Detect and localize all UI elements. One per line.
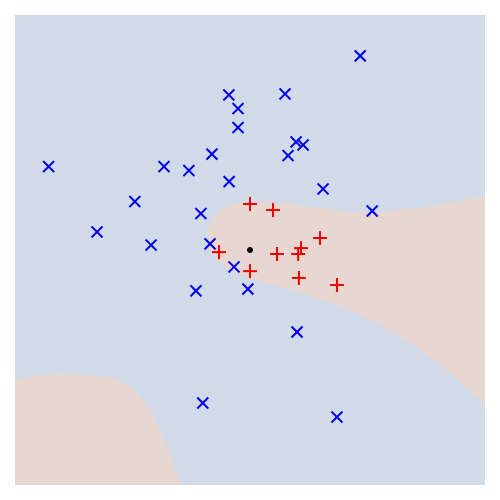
- x-marker-point: [42, 160, 55, 173]
- x-marker-point: [290, 325, 304, 339]
- x-marker-point: [196, 396, 209, 410]
- x-marker-point: [222, 175, 236, 188]
- x-marker-point: [157, 160, 171, 173]
- plus-marker-point: [293, 241, 308, 256]
- data-marks: [42, 49, 379, 424]
- x-marker-point: [205, 147, 219, 161]
- x-marker-point: [296, 138, 310, 152]
- plus-marker-point: [291, 270, 306, 285]
- x-marker-point: [330, 410, 344, 424]
- x-marker-point: [365, 204, 379, 218]
- x-marker-point: [231, 102, 245, 115]
- plus-marker-point: [291, 246, 306, 261]
- x-marker-point: [90, 225, 104, 239]
- x-marker-point: [227, 260, 241, 274]
- x-marker-point: [189, 284, 203, 298]
- plus-marker-point: [313, 231, 328, 246]
- x-marker-point: [203, 237, 217, 251]
- plus-marker-point: [270, 246, 285, 261]
- plus-marker-point: [329, 278, 344, 293]
- decision-region-positive-corner: [15, 374, 180, 485]
- x-marker-point: [316, 182, 330, 196]
- x-marker-point: [289, 135, 303, 149]
- center-dot-point: [247, 247, 253, 253]
- plus-marker-point: [266, 203, 281, 218]
- x-marker-point: [222, 88, 236, 102]
- x-marker-point: [281, 149, 295, 162]
- x-marker-point: [278, 87, 292, 101]
- plus-marker-point: [243, 196, 257, 211]
- x-marker-point: [231, 121, 245, 134]
- x-marker-point: [354, 49, 367, 63]
- x-marker-point: [241, 282, 255, 296]
- plus-marker-point: [243, 264, 257, 279]
- x-marker-point: [144, 238, 158, 252]
- x-marker-point: [128, 195, 142, 208]
- x-marker-point: [182, 164, 196, 177]
- x-marker-point: [194, 207, 208, 220]
- plus-marker-point: [211, 245, 226, 260]
